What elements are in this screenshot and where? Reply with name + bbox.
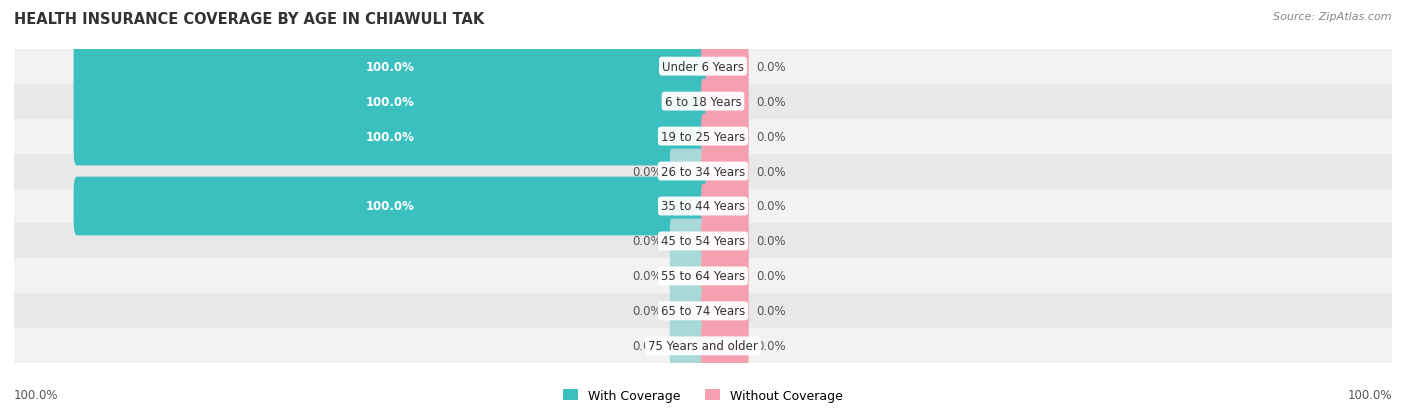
Text: 19 to 25 Years: 19 to 25 Years (661, 130, 745, 143)
Text: 0.0%: 0.0% (756, 270, 786, 283)
Text: Under 6 Years: Under 6 Years (662, 61, 744, 74)
FancyBboxPatch shape (669, 324, 704, 368)
Text: 65 to 74 Years: 65 to 74 Years (661, 305, 745, 318)
Text: 0.0%: 0.0% (756, 61, 786, 74)
Text: 100.0%: 100.0% (366, 130, 415, 143)
FancyBboxPatch shape (702, 114, 749, 159)
Text: 6 to 18 Years: 6 to 18 Years (665, 95, 741, 108)
Bar (14, 119, 1392, 154)
Text: 0.0%: 0.0% (756, 200, 786, 213)
Text: 55 to 64 Years: 55 to 64 Years (661, 270, 745, 283)
Text: 0.0%: 0.0% (756, 339, 786, 352)
Text: 0.0%: 0.0% (756, 235, 786, 248)
Text: 100.0%: 100.0% (366, 95, 415, 108)
Text: Source: ZipAtlas.com: Source: ZipAtlas.com (1274, 12, 1392, 22)
Text: 0.0%: 0.0% (633, 235, 662, 248)
FancyBboxPatch shape (669, 219, 704, 263)
Text: 0.0%: 0.0% (756, 165, 786, 178)
Text: 100.0%: 100.0% (1347, 388, 1392, 401)
FancyBboxPatch shape (702, 184, 749, 229)
Text: 0.0%: 0.0% (633, 305, 662, 318)
Legend: With Coverage, Without Coverage: With Coverage, Without Coverage (558, 384, 848, 407)
FancyBboxPatch shape (702, 80, 749, 124)
Bar (14, 224, 1392, 259)
Text: 100.0%: 100.0% (366, 200, 415, 213)
FancyBboxPatch shape (669, 150, 704, 194)
Bar (14, 294, 1392, 329)
Text: HEALTH INSURANCE COVERAGE BY AGE IN CHIAWULI TAK: HEALTH INSURANCE COVERAGE BY AGE IN CHIA… (14, 12, 484, 27)
FancyBboxPatch shape (669, 254, 704, 299)
Text: 35 to 44 Years: 35 to 44 Years (661, 200, 745, 213)
Text: 0.0%: 0.0% (756, 95, 786, 108)
Bar (14, 84, 1392, 119)
FancyBboxPatch shape (702, 219, 749, 263)
FancyBboxPatch shape (73, 73, 706, 131)
Text: 0.0%: 0.0% (756, 130, 786, 143)
Text: 26 to 34 Years: 26 to 34 Years (661, 165, 745, 178)
FancyBboxPatch shape (702, 45, 749, 89)
FancyBboxPatch shape (702, 254, 749, 299)
Text: 75 Years and older: 75 Years and older (648, 339, 758, 352)
FancyBboxPatch shape (73, 177, 706, 236)
FancyBboxPatch shape (669, 289, 704, 333)
Bar (14, 329, 1392, 363)
Text: 0.0%: 0.0% (633, 339, 662, 352)
FancyBboxPatch shape (702, 150, 749, 194)
FancyBboxPatch shape (702, 289, 749, 333)
FancyBboxPatch shape (702, 324, 749, 368)
Bar (14, 259, 1392, 294)
Text: 0.0%: 0.0% (633, 165, 662, 178)
Text: 100.0%: 100.0% (14, 388, 59, 401)
Text: 45 to 54 Years: 45 to 54 Years (661, 235, 745, 248)
FancyBboxPatch shape (73, 107, 706, 166)
FancyBboxPatch shape (73, 38, 706, 96)
Text: 0.0%: 0.0% (633, 270, 662, 283)
Bar (14, 50, 1392, 84)
Text: 100.0%: 100.0% (366, 61, 415, 74)
Bar (14, 154, 1392, 189)
Text: 0.0%: 0.0% (756, 305, 786, 318)
Bar (14, 189, 1392, 224)
